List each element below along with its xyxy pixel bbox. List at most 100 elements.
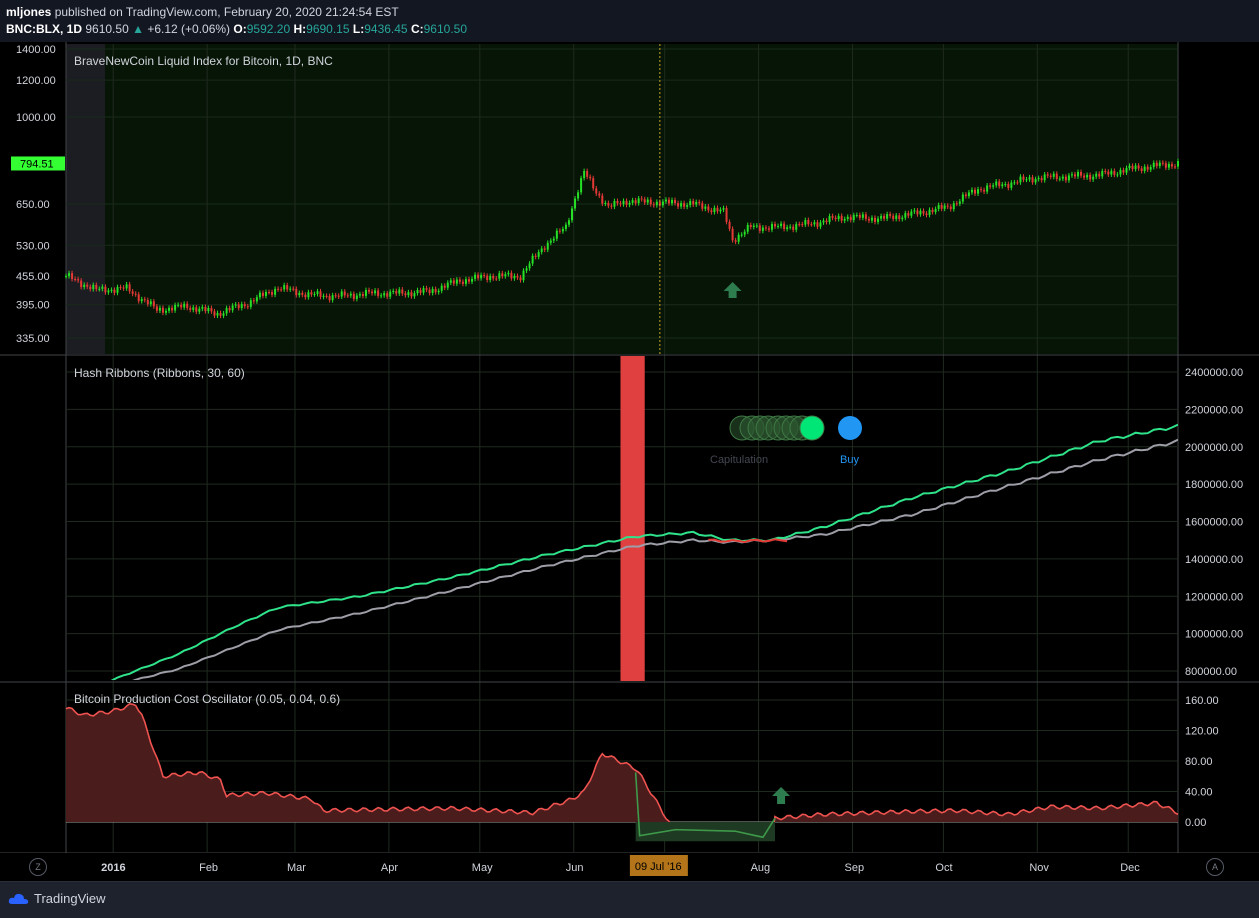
candle-body [77, 279, 80, 281]
candle-body [843, 219, 846, 221]
candle-body [319, 291, 322, 297]
candle-body [225, 308, 228, 314]
candle-body [564, 224, 567, 229]
candle-body [464, 279, 467, 284]
publish-info: mljones published on TradingView.com, Fe… [6, 5, 399, 19]
candle-body [849, 216, 852, 221]
candle-body [895, 215, 898, 219]
candle-body [877, 218, 880, 222]
candle-body [534, 255, 537, 257]
candle-body [371, 291, 374, 294]
high-value: 9690.15 [306, 22, 350, 36]
candle-body [1043, 174, 1046, 181]
zoom-button[interactable]: Z [29, 858, 47, 876]
tradingview-logo[interactable]: TradingView [8, 891, 106, 906]
candle-body [107, 290, 110, 293]
candle-body [243, 304, 246, 307]
candle-body [1177, 161, 1179, 167]
candle-body [567, 220, 570, 225]
candle-body [183, 303, 186, 308]
candle-body [1131, 165, 1134, 170]
candle-body [237, 304, 240, 309]
candle-body [1119, 170, 1122, 175]
candle-body [1164, 163, 1167, 168]
candle-body [413, 293, 416, 297]
candle-body [561, 228, 564, 232]
symbol-label[interactable]: BNC:BLX, 1D [6, 22, 83, 36]
candle-body [558, 230, 561, 232]
candle-body [658, 201, 661, 206]
candle-body [389, 291, 392, 297]
candle-body [783, 223, 786, 229]
candle-body [1010, 182, 1013, 188]
ribbon-tick-label: 2400000.00 [1185, 367, 1243, 379]
candle-body [328, 296, 331, 301]
candle-body [528, 263, 531, 269]
price-tick-label: 395.00 [16, 300, 50, 312]
candle-body [71, 273, 74, 279]
chart-canvas[interactable]: 1400.00 1200.00 1000.00 794.51 650.00 530.00 4… [0, 0, 1259, 881]
last-price-tag [11, 156, 65, 171]
time-tick-label: 2016 [101, 862, 125, 874]
candle-body [625, 200, 628, 205]
candle-body [1152, 162, 1155, 168]
candle-body [277, 288, 280, 290]
candle-body [1134, 165, 1137, 170]
candle-body [1140, 168, 1143, 171]
candle-body [822, 220, 825, 223]
candle-body [980, 189, 983, 191]
candle-body [331, 295, 334, 301]
candle-body [743, 231, 746, 235]
candle-body [922, 210, 925, 214]
osc-area [66, 703, 1178, 840]
candle-body [240, 304, 243, 309]
candle-body [1086, 174, 1089, 178]
author-name[interactable]: mljones [6, 5, 52, 19]
candle-body [434, 288, 437, 293]
ribbon-tick-label: 1800000.00 [1185, 479, 1243, 491]
candle-body [149, 301, 152, 305]
candle-body [392, 291, 395, 293]
candle-body [967, 192, 970, 197]
candle-body [207, 308, 210, 312]
candle-body [949, 206, 952, 210]
candle-body [95, 284, 98, 290]
candle-body [1037, 178, 1040, 180]
candle-body [1146, 166, 1149, 170]
candle-body [401, 289, 404, 294]
low-value: 9436.45 [364, 22, 408, 36]
candle-body [858, 214, 861, 218]
candle-body [755, 225, 758, 227]
candle-body [628, 202, 631, 205]
candle-body [789, 226, 792, 228]
candle-body [637, 198, 640, 204]
candle-body [1046, 174, 1049, 176]
candle-body [889, 214, 892, 216]
ribbon-tick-label: 2200000.00 [1185, 404, 1243, 416]
candle-body [522, 270, 525, 281]
candle-body [380, 295, 383, 297]
candle-body [537, 252, 540, 257]
candle-body [973, 189, 976, 194]
candle-body [1034, 179, 1037, 183]
high-label: H: [293, 22, 307, 36]
auto-scale-button[interactable]: A [1206, 858, 1224, 876]
candle-body [610, 205, 613, 207]
candle-body [1019, 176, 1022, 183]
candle-body [598, 193, 601, 196]
price-tick-label: 335.00 [16, 333, 50, 345]
candle-body [795, 224, 798, 230]
candle-body [601, 195, 604, 204]
candle-body [713, 207, 716, 213]
candle-body [901, 217, 904, 220]
candle-body [574, 198, 577, 209]
candle-body [219, 313, 222, 316]
price-pane-premarket [66, 44, 105, 354]
ohlc-legend: BNC:BLX, 1D 9610.50 ▲ +6.12 (+0.06%) O:9… [6, 22, 467, 36]
candle-body [1077, 171, 1080, 177]
candle-body [437, 290, 440, 293]
footer-bar: TradingView [0, 881, 1259, 918]
candle-body [540, 248, 543, 253]
crosshair-date-tag [629, 855, 688, 876]
candle-body [1080, 171, 1083, 176]
